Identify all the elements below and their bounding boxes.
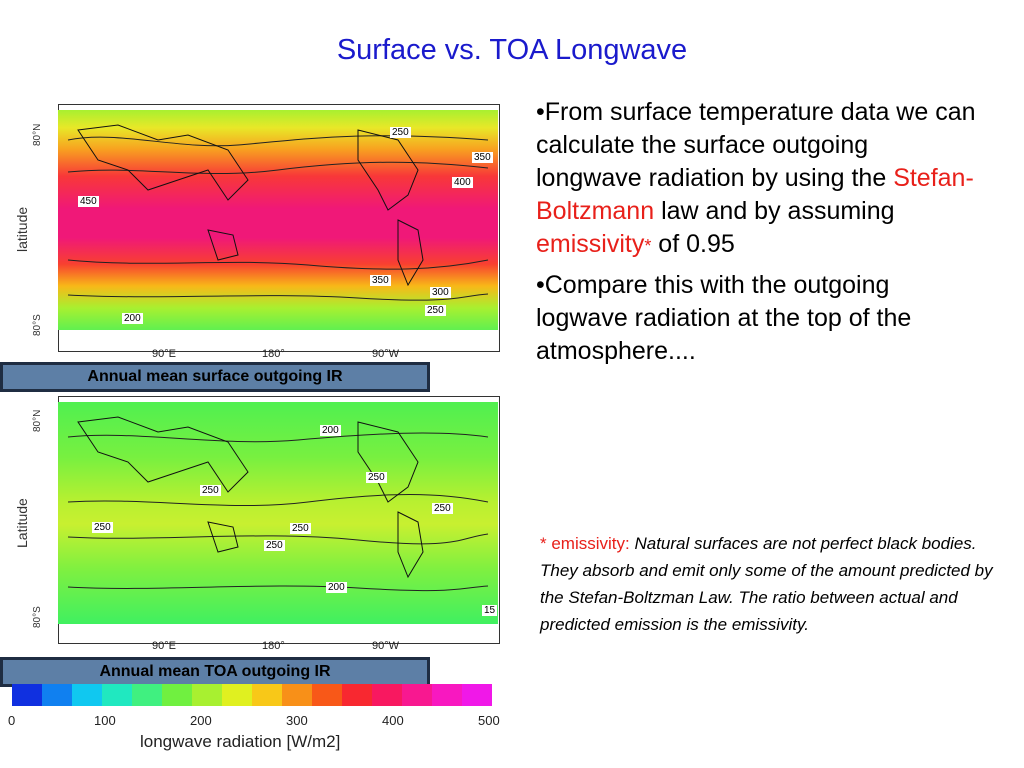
colorbar-segment [162, 684, 192, 706]
bottom-map-caption: Annual mean TOA outgoing IR [0, 657, 430, 687]
bottom-map-lon-label: 90°W [372, 640, 400, 652]
bottom-map-lon-label: 90°E [152, 640, 176, 652]
top-contour-label: 400 [452, 177, 473, 188]
emissivity-star: * [644, 236, 652, 256]
colorbar-segment [282, 684, 312, 706]
bottom-map-lat-north: 80°N [32, 409, 43, 432]
top-contour-label: 450 [78, 196, 99, 207]
colorbar-label: longwave radiation [W/m2] [140, 732, 341, 751]
colorbar-segment [372, 684, 402, 706]
top-map-lat-north: 80°N [32, 123, 43, 146]
top-contour-label: 350 [370, 275, 391, 286]
bullet-1-text-2: law and by assuming [654, 197, 895, 225]
top-map-lat-south: 80°S [32, 314, 43, 336]
colorbar-segment [462, 684, 492, 706]
bottom-contour-label: 250 [290, 523, 311, 534]
colorbar-tick: 0 [8, 713, 16, 728]
bottom-map-image [58, 402, 498, 624]
colorbar-segment [192, 684, 222, 706]
colorbar [12, 684, 492, 706]
bottom-contour-label: 15 [482, 605, 498, 616]
bottom-contour-label: 250 [432, 503, 453, 514]
colorbar-segment [132, 684, 162, 706]
top-map-lon-label: 180° [262, 348, 285, 360]
colorbar-segment [432, 684, 462, 706]
bullet-1: •From surface temperature data we can ca… [536, 96, 976, 263]
bullet-1-text-3: of 0.95 [651, 230, 735, 258]
colorbar-segment [102, 684, 132, 706]
bottom-contour-label: 250 [366, 472, 387, 483]
bullet-2: •Compare this with the outgoing logwave … [536, 271, 912, 365]
colorbar-tick: 300 [286, 713, 308, 728]
colorbar-segment [342, 684, 372, 706]
top-map-lon-label: 90°E [152, 348, 176, 360]
bottom-contour-label: 250 [200, 485, 221, 496]
emissivity-footnote: * emissivity: Natural surfaces are not p… [540, 530, 995, 638]
bottom-contour-label: 250 [264, 540, 285, 551]
bottom-contour-label: 200 [326, 582, 347, 593]
colorbar-segment [12, 684, 42, 706]
bottom-contour-label: 250 [92, 522, 113, 533]
slide-title: Surface vs. TOA Longwave [336, 34, 688, 66]
bottom-map-ylabel: Latitude [14, 498, 30, 548]
colorbar-tick: 400 [382, 713, 404, 728]
bottom-map-lon-label: 180° [262, 640, 285, 652]
colorbar-tick: 200 [190, 713, 212, 728]
colorbar-tick: 100 [94, 713, 116, 728]
emissivity-term: emissivity [536, 230, 645, 258]
top-map-ylabel: latitude [14, 206, 30, 252]
footnote-label: * emissivity: [540, 534, 630, 553]
stefan-boltzmann-term: Stefan-Boltzmann [536, 164, 974, 225]
colorbar-segment [42, 684, 72, 706]
top-contour-label: 300 [430, 287, 451, 298]
bottom-map-lat-south: 80°S [32, 606, 43, 628]
colorbar-tick: 500 [478, 713, 500, 728]
top-contour-label: 250 [425, 305, 446, 316]
footnote-text: Natural surfaces are not perfect black b… [540, 534, 993, 634]
top-contour-label: 350 [472, 152, 493, 163]
colorbar-segment [312, 684, 342, 706]
colorbar-segment [72, 684, 102, 706]
bullet-list: •From surface temperature data we can ca… [536, 96, 976, 374]
top-map-lon-label: 90°W [372, 348, 400, 360]
bullet-1-text: •From surface temperature data we can ca… [536, 98, 976, 192]
bottom-contour-label: 200 [320, 425, 341, 436]
colorbar-segment [222, 684, 252, 706]
colorbar-segment [402, 684, 432, 706]
top-map-caption: Annual mean surface outgoing IR [0, 362, 430, 392]
top-contour-label: 250 [390, 127, 411, 138]
top-contour-label: 200 [122, 313, 143, 324]
colorbar-segment [252, 684, 282, 706]
